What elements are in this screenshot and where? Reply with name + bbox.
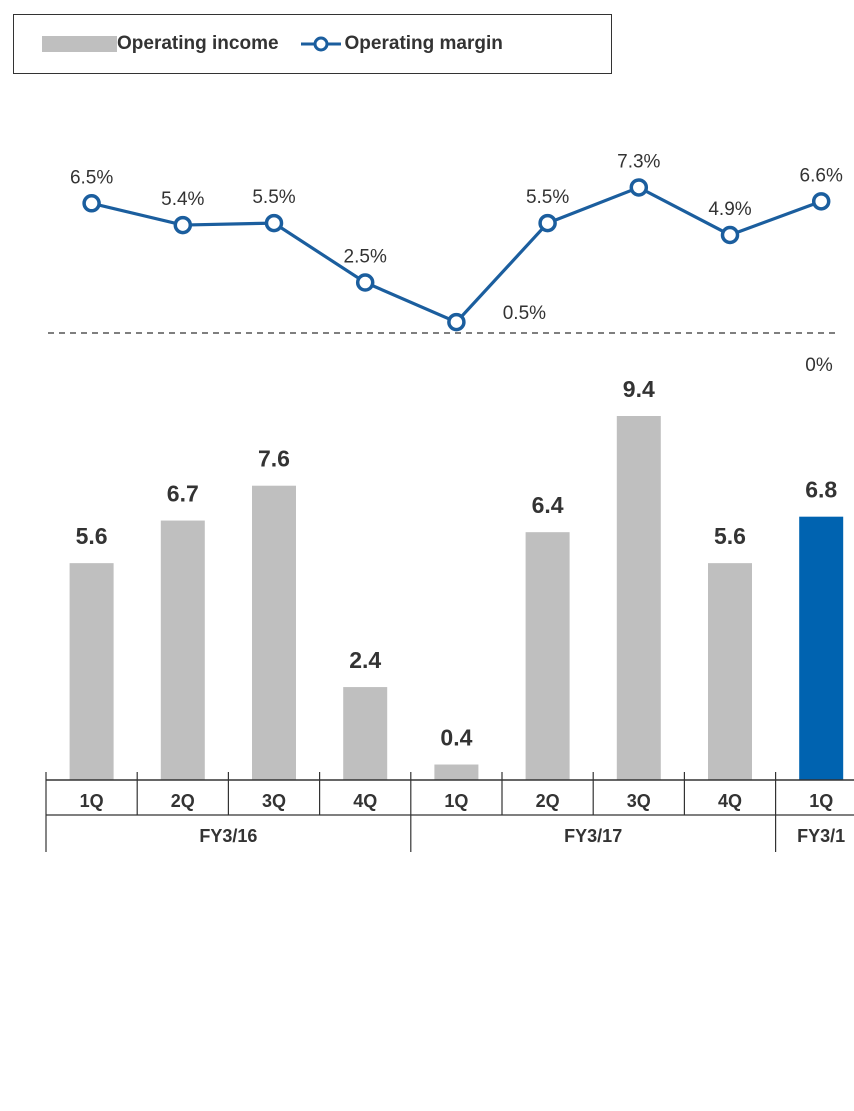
tick-label-3: 4Q xyxy=(353,791,377,811)
bar-4 xyxy=(434,764,479,780)
margin-label-4: 0.5% xyxy=(503,303,546,324)
bar-8 xyxy=(799,516,844,780)
tick-label-6: 3Q xyxy=(627,791,651,811)
bar-6 xyxy=(616,416,661,780)
margin-point-1 xyxy=(173,215,193,235)
bar-value-label-1: 6.7 xyxy=(167,481,199,507)
tick-label-0: 1Q xyxy=(80,791,104,811)
bar-swatch-icon xyxy=(42,36,117,52)
bar-value-label-7: 5.6 xyxy=(714,523,746,549)
margin-point-0 xyxy=(82,194,101,213)
bar-5 xyxy=(525,532,570,780)
margin-point-2 xyxy=(264,213,284,233)
bar-value-label-4: 0.4 xyxy=(440,725,472,751)
bar-value-label-6: 9.4 xyxy=(623,376,655,402)
bar-value-label-8: 6.8 xyxy=(805,477,837,503)
line-marker-icon xyxy=(300,34,341,54)
tick-label-8: 1Q xyxy=(809,791,833,811)
tick-label-4: 1Q xyxy=(444,791,468,811)
legend: Operating income Operating margin xyxy=(13,14,612,74)
tick-label-1: 2Q xyxy=(171,791,195,811)
bar-1 xyxy=(160,520,205,780)
margin-label-5: 5.5% xyxy=(526,187,569,208)
bar-value-label-3: 2.4 xyxy=(349,647,381,673)
margin-point-8 xyxy=(811,192,831,211)
tick-label-2: 3Q xyxy=(262,791,286,811)
bar-value-label-2: 7.6 xyxy=(258,446,290,472)
margin-label-3: 2.5% xyxy=(344,247,387,268)
margin-label-1: 5.4% xyxy=(161,189,204,210)
bar-value-label-5: 6.4 xyxy=(532,492,564,518)
group-label-1: FY3/17 xyxy=(564,826,622,846)
margin-label-7: 4.9% xyxy=(708,199,751,220)
legend-label-operating-margin: Operating margin xyxy=(344,33,503,54)
legend-item-operating-income: Operating income xyxy=(14,33,279,55)
margin-label-6: 7.3% xyxy=(617,151,660,172)
margin-zero-label: 0% xyxy=(805,355,833,376)
legend-label-operating-income: Operating income xyxy=(117,33,279,54)
margin-point-5 xyxy=(538,213,557,233)
bar-0 xyxy=(69,563,114,780)
group-label-2: FY3/1 xyxy=(797,826,845,846)
margin-point-7 xyxy=(720,225,740,245)
margin-label-2: 5.5% xyxy=(252,187,295,208)
tick-label-5: 2Q xyxy=(536,791,560,811)
tick-label-7: 4Q xyxy=(718,791,742,811)
legend-item-operating-margin: Operating margin xyxy=(279,33,503,55)
bar-3 xyxy=(343,687,388,780)
bar-value-label-0: 5.6 xyxy=(76,523,108,549)
margin-label-8: 6.6% xyxy=(800,165,843,186)
bar-7 xyxy=(708,563,752,780)
margin-label-0: 6.5% xyxy=(70,167,113,188)
group-label-0: FY3/16 xyxy=(199,826,257,846)
bar-2 xyxy=(252,485,296,780)
margin-point-3 xyxy=(355,273,375,292)
margin-point-4 xyxy=(447,312,466,332)
margin-point-6 xyxy=(629,178,649,197)
